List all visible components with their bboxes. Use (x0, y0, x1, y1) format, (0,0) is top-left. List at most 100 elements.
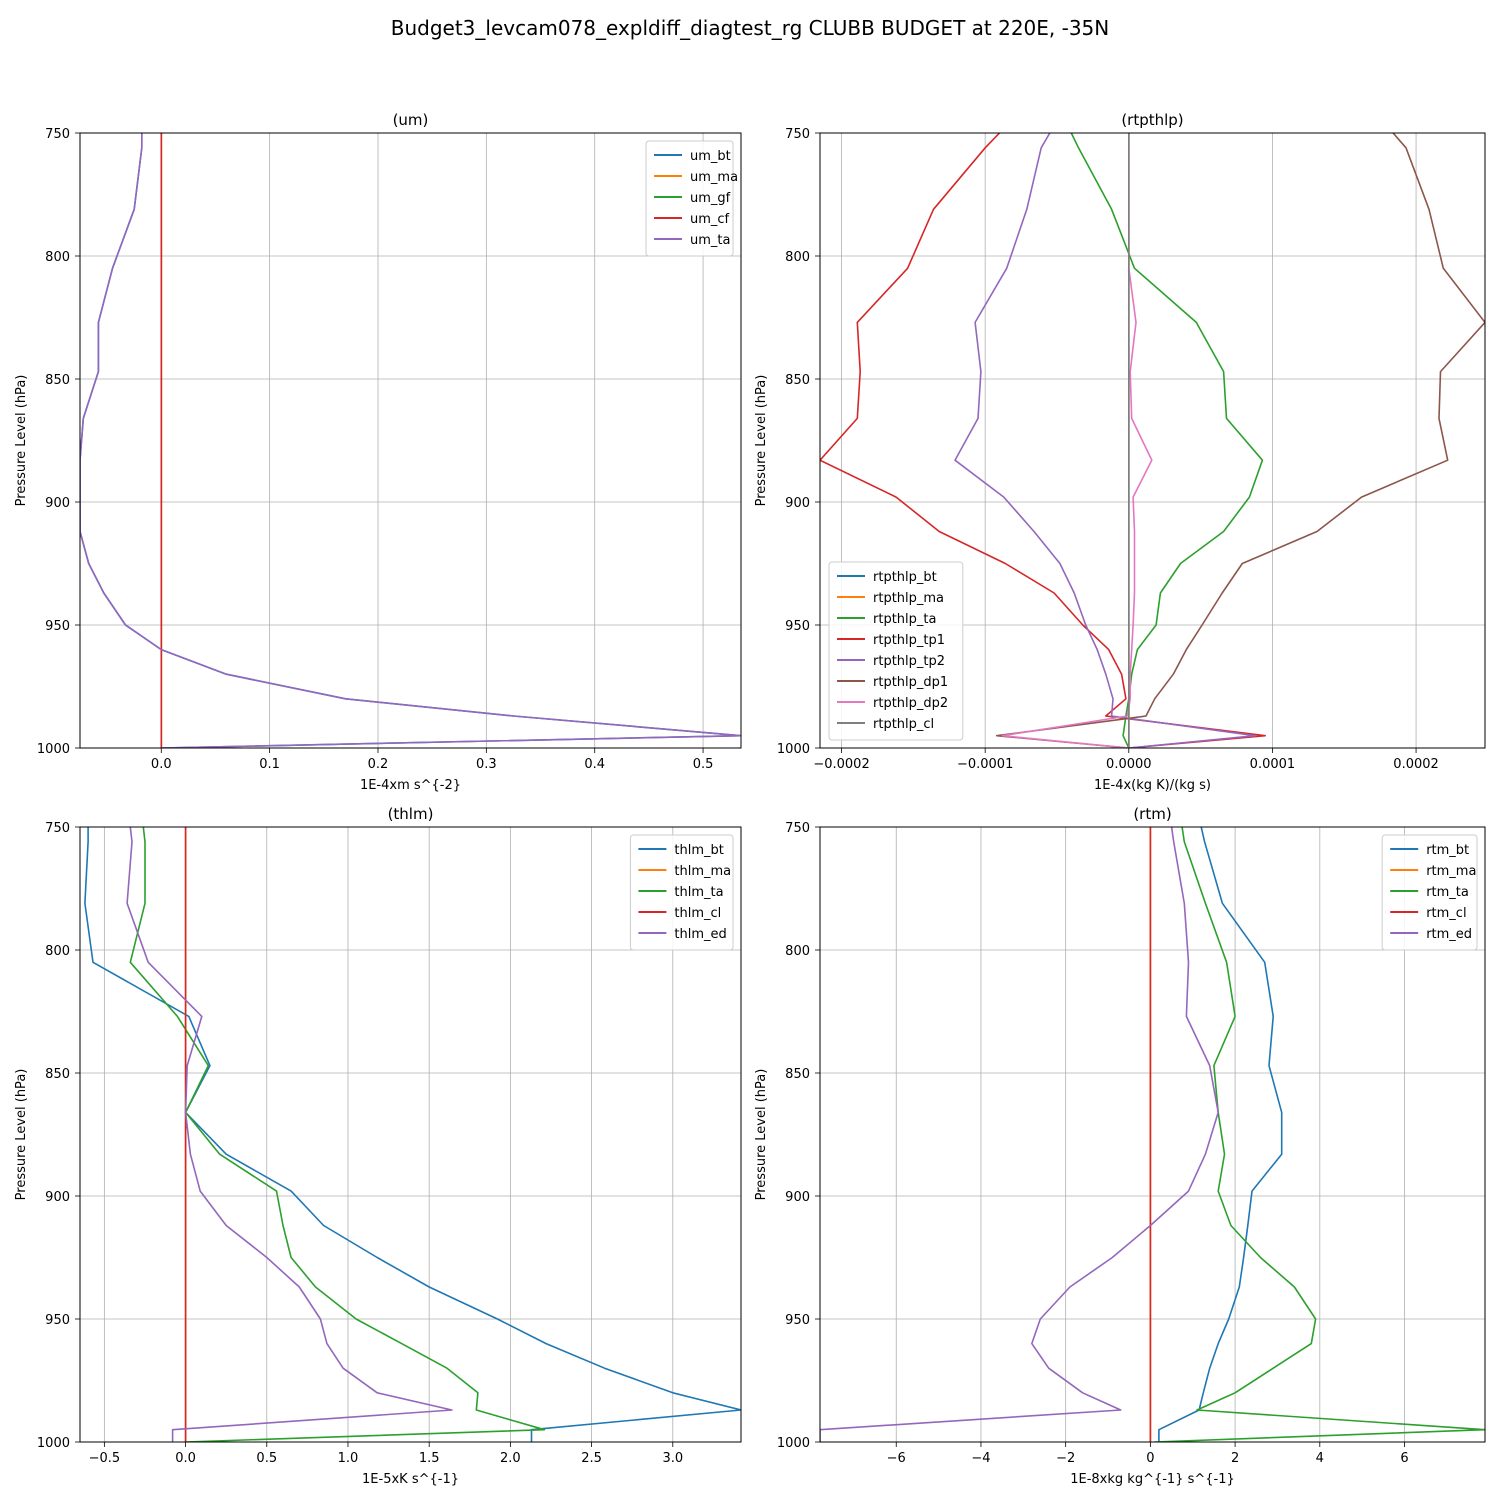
y-tick-label: 850 (785, 1067, 810, 1082)
series-group (820, 827, 1485, 1442)
x-tick-label: −4 (971, 1451, 990, 1466)
y-tick-label: 850 (45, 373, 70, 388)
subplot-0: 0.0 0.1 0.2 0.3 0.4 0.5 750 800 850 900 950 1000 (um… (14, 111, 742, 793)
legend-box (645, 140, 734, 257)
y-tick-label: 950 (45, 1313, 70, 1328)
x-tick-label: 0.0001 (1250, 757, 1296, 772)
figure-title: Budget3_levcam078_expldiff_diagtest_rg C… (390, 16, 1110, 40)
legend-entry: thlm_ed (674, 927, 726, 942)
y-tick-label: 850 (785, 373, 810, 388)
series-line-rtpthlp_dp1 (995, 133, 1485, 748)
legend-entry: rtpthlp_ma (873, 591, 944, 606)
x-tick-label: 0.0 (151, 757, 172, 772)
axes-frame (79, 132, 742, 749)
legend-entry: rtpthlp_cl (873, 717, 934, 732)
y-tick-label: 750 (45, 127, 70, 142)
x-tick-label: 1.5 (419, 1451, 440, 1466)
x-tick-label: 0.5 (693, 757, 714, 772)
y-tick-label: 750 (785, 127, 810, 142)
x-axis-label: 1E-5xK s^{-1} (362, 1472, 459, 1487)
legend-entry: rtpthlp_dp2 (873, 696, 948, 711)
legend-entry: um_bt (690, 149, 731, 164)
series-line-rtm_ed (820, 827, 1219, 1442)
legend: rtpthlp_bt rtpthlp_ma rtpthlp_ta rtpthlp_tp… (828, 561, 964, 741)
legend-entry: rtm_cl (1426, 906, 1466, 921)
y-tick-label: 1000 (37, 1436, 70, 1451)
x-tick-label: 0.5 (256, 1451, 277, 1466)
axes-frame (819, 132, 1486, 749)
y-tick-label: 950 (785, 619, 810, 634)
legend-entry: thlm_ma (674, 864, 731, 879)
y-tick-label: 1000 (777, 1436, 810, 1451)
x-tick-label: 0.1 (259, 757, 280, 772)
axes-frame (819, 826, 1486, 1443)
y-tick-label: 750 (45, 821, 70, 836)
series-line-rtpthlp_tp1 (820, 133, 1266, 748)
x-tick-label: 2 (1231, 1451, 1239, 1466)
series-group (84, 827, 741, 1442)
x-axis-label: 1E-4x(kg K)/(kg s) (1094, 778, 1211, 793)
x-tick-label: 4 (1316, 1451, 1324, 1466)
y-axis-label: Pressure Level (hPa) (754, 1069, 769, 1201)
x-tick-label: 0.4 (584, 757, 605, 772)
y-tick-label: 800 (45, 944, 70, 959)
x-tick-label: 2.0 (500, 1451, 521, 1466)
series-line-thlm_ed (126, 827, 453, 1442)
legend-entry: rtm_ed (1426, 927, 1472, 942)
legend-box (828, 561, 964, 741)
y-tick-label: 1000 (37, 742, 70, 757)
y-tick-label: 900 (45, 1190, 70, 1205)
x-tick-label: 3.0 (662, 1451, 683, 1466)
axes-frame (79, 826, 742, 1443)
x-tick-label: 0.2 (368, 757, 389, 772)
y-axis-label: Pressure Level (hPa) (14, 375, 29, 507)
y-tick-label: 1000 (777, 742, 810, 757)
x-tick-label: −2 (1056, 1451, 1075, 1466)
legend: thlm_bt thlm_ma thlm_ta thlm_cl thlm_ed (629, 834, 734, 951)
y-axis-label: Pressure Level (hPa) (14, 1069, 29, 1201)
series-line-um_ta (80, 133, 741, 748)
series-line-thlm_ta (129, 827, 546, 1442)
x-tick-label: −6 (887, 1451, 906, 1466)
legend-box (629, 834, 734, 951)
legend-entry: um_cf (690, 212, 730, 227)
y-tick-label: 800 (785, 944, 810, 959)
x-tick-label: 0.0002 (1393, 757, 1439, 772)
y-axis-label: Pressure Level (hPa) (754, 375, 769, 507)
legend: rtm_bt rtm_ma rtm_ta rtm_cl rtm_ed (1381, 834, 1478, 951)
subplot-title: (um) (393, 111, 429, 129)
legend: um_bt um_ma um_gf um_cf um_ta (645, 140, 738, 257)
x-tick-label: −0.0002 (813, 757, 869, 772)
y-tick-label: 950 (45, 619, 70, 634)
x-tick-label: 0 (1146, 1451, 1154, 1466)
x-tick-label: −0.0001 (957, 757, 1013, 772)
x-tick-label: 2.5 (581, 1451, 602, 1466)
legend-entry: rtm_ma (1426, 864, 1476, 879)
legend-entry: um_ma (690, 170, 738, 185)
x-tick-label: 1.0 (338, 1451, 359, 1466)
series-group (820, 133, 1485, 748)
legend-entry: um_ta (690, 233, 730, 248)
series-line-rtm_ta (1154, 827, 1485, 1442)
series-line-thlm_bt (84, 827, 741, 1442)
x-tick-label: 6 (1400, 1451, 1408, 1466)
series-line-rtpthlp_tp2 (954, 133, 1256, 748)
x-axis-label: 1E-8xkg kg^{-1} s^{-1} (1070, 1472, 1235, 1487)
legend-entry: rtpthlp_tp1 (873, 633, 945, 648)
y-tick-label: 900 (785, 1190, 810, 1205)
legend-entry: rtpthlp_dp1 (873, 675, 948, 690)
subplot-title: (rtm) (1133, 805, 1171, 823)
y-tick-label: 750 (785, 821, 810, 836)
x-tick-label: −0.5 (89, 1451, 121, 1466)
legend-box (1381, 834, 1478, 951)
legend-entry: thlm_ta (674, 885, 723, 900)
x-tick-label: 0.0000 (1106, 757, 1152, 772)
x-tick-label: 0.3 (476, 757, 497, 772)
series-line-rtm_bt (1158, 827, 1283, 1442)
legend-entry: thlm_bt (674, 843, 723, 858)
legend-entry: um_gf (690, 191, 731, 206)
subplot-1: −0.0002 −0.0001 0.0000 0.0001 0.0002 750 800 85… (754, 111, 1486, 793)
y-tick-label: 850 (45, 1067, 70, 1082)
y-tick-label: 800 (785, 250, 810, 265)
y-tick-label: 800 (45, 250, 70, 265)
